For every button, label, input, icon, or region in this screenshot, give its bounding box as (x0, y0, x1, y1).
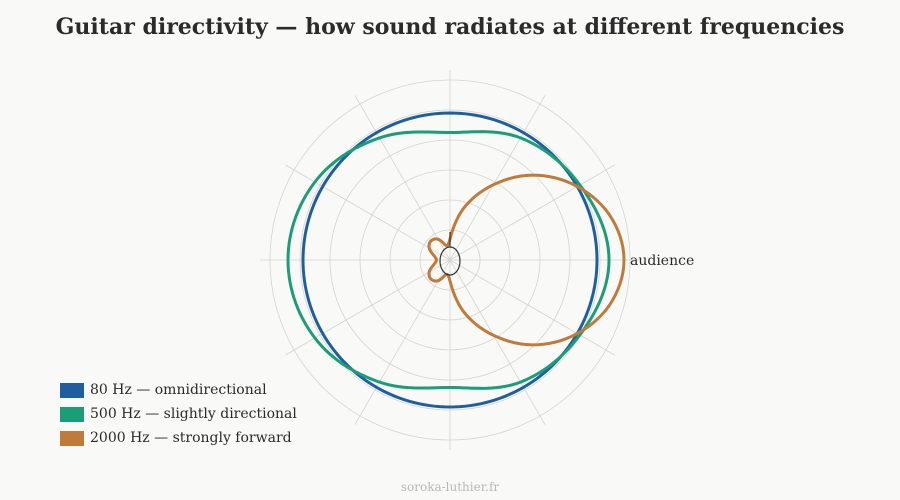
legend-label-80hz: 80 Hz — omnidirectional (90, 382, 267, 398)
grid-spoke (449, 164, 615, 261)
legend-item-2000hz: 2000 Hz — strongly forward (60, 426, 297, 450)
legend-label-2000hz: 2000 Hz — strongly forward (90, 430, 292, 446)
grid-spoke (449, 259, 546, 425)
legend-swatch-2000hz (60, 430, 84, 446)
direction-label: audience (630, 253, 694, 269)
grid-spoke (354, 259, 451, 425)
grid-spoke (354, 95, 451, 261)
legend-item-80hz: 80 Hz — omnidirectional (60, 378, 297, 402)
legend-swatch-500hz (60, 406, 84, 422)
series-line-2 (427, 173, 626, 347)
legend: 80 Hz — omnidirectional 500 Hz — slightl… (60, 378, 297, 450)
grid-spoke (285, 164, 451, 261)
series-line-0 (301, 111, 599, 409)
grid-spoke (285, 259, 451, 356)
legend-label-500hz: 500 Hz — slightly directional (90, 406, 297, 422)
grid-spoke (449, 259, 615, 356)
legend-swatch-80hz (60, 382, 84, 398)
grid-spoke (449, 95, 546, 261)
series-line-1 (286, 130, 611, 390)
chart-title: Guitar directivity — how sound radiates … (55, 14, 845, 40)
footer-credit: soroka-luthier.fr (400, 480, 500, 494)
legend-item-500hz: 500 Hz — slightly directional (60, 402, 297, 426)
